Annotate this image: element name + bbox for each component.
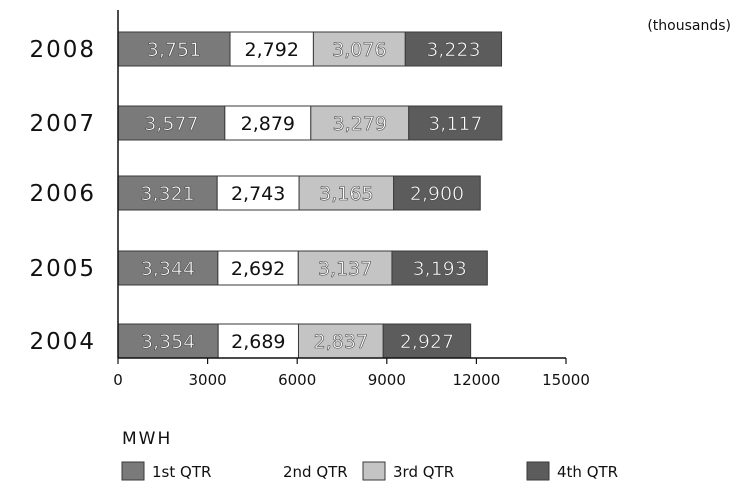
data-label-2005-q3: 3,137 — [318, 258, 372, 280]
data-label-2007-q1: 3,577 — [144, 113, 198, 135]
bar-2007-q3 — [310, 105, 410, 141]
bar-2008-q1 — [117, 31, 231, 67]
legend-label-q4: 4th QTR — [557, 463, 618, 481]
x-tick-label-9000: 9000 — [368, 371, 406, 389]
bar-2008-q2 — [229, 31, 314, 67]
bar-2005-q2 — [217, 250, 299, 286]
x-axis: 0 3000 6000 9000 12000 15000 — [113, 10, 590, 389]
legend-swatch-q4 — [526, 461, 550, 481]
data-label-2005-q4: 3,193 — [412, 258, 466, 280]
bar-2005-q4 — [391, 250, 488, 286]
legend-label-q1: 1st QTR — [152, 463, 211, 481]
bar-2004-q3 — [297, 323, 384, 359]
data-label-2008-q4: 3,223 — [426, 39, 480, 61]
category-label-2006: 2006 — [29, 181, 96, 207]
bar-2007-q1 — [117, 105, 226, 141]
data-label-2006-q2: 2,743 — [231, 183, 285, 205]
bar-2006-q4 — [393, 175, 481, 211]
legend-label-q3: 3rd QTR — [393, 463, 454, 481]
x-tick-label-0: 0 — [113, 371, 123, 389]
bar-2005-q1 — [117, 250, 219, 286]
legend-swatch-q2 — [253, 462, 275, 480]
data-label-2006-q1: 3,321 — [140, 183, 194, 205]
data-label-2004-q4: 2,927 — [400, 331, 454, 353]
data-label-2006-q3: 3,165 — [319, 183, 373, 205]
x-axis-title: MWH — [122, 429, 172, 449]
data-label-2005-q1: 3,344 — [141, 258, 195, 280]
category-label-2008: 2008 — [29, 37, 96, 63]
bar-2006-q2 — [216, 175, 300, 211]
bar-2007-q2 — [224, 105, 312, 141]
x-tick-label-6000: 6000 — [278, 371, 316, 389]
bar-2004-q4 — [382, 323, 472, 359]
x-tick-label-12000: 12000 — [453, 371, 501, 389]
data-label-2004-q3: 2,837 — [314, 331, 368, 353]
bar-2004-q2 — [217, 323, 299, 359]
legend-label-q2: 2nd QTR — [283, 463, 348, 481]
data-label-2005-q2: 2,692 — [231, 258, 285, 280]
category-label-2007: 2007 — [29, 111, 96, 137]
data-label-2006-q4: 2,900 — [410, 183, 464, 205]
bar-2008-q4 — [404, 31, 503, 67]
data-label-2008-q3: 3,076 — [332, 39, 386, 61]
category-label-2005: 2005 — [29, 256, 96, 282]
x-tick-label-15000: 15000 — [542, 371, 590, 389]
legend: 1st QTR 2nd QTR 3rd QTR 4th QTR — [121, 461, 618, 481]
data-label-2004-q1: 3,354 — [141, 331, 195, 353]
legend-swatch-q3 — [362, 461, 386, 481]
data-label-2004-q2: 2,689 — [231, 331, 285, 353]
category-label-2004: 2004 — [29, 329, 96, 355]
data-label-2007-q4: 3,117 — [428, 113, 482, 135]
data-label-2007-q2: 2,879 — [241, 113, 295, 135]
x-tick-label-3000: 3000 — [189, 371, 227, 389]
data-label-2008-q1: 3,751 — [147, 39, 201, 61]
legend-swatch-q1 — [121, 461, 145, 481]
unit-note: (thousands) — [647, 18, 731, 34]
bars-group: 2008 3,751 2,792 3,076 3,223 2007 3,577 2,879 3,… — [29, 31, 503, 359]
bar-2007-q4 — [408, 105, 503, 141]
data-label-2007-q3: 3,279 — [333, 113, 387, 135]
bar-2008-q3 — [312, 31, 406, 67]
data-label-2008-q2: 2,792 — [245, 39, 299, 61]
